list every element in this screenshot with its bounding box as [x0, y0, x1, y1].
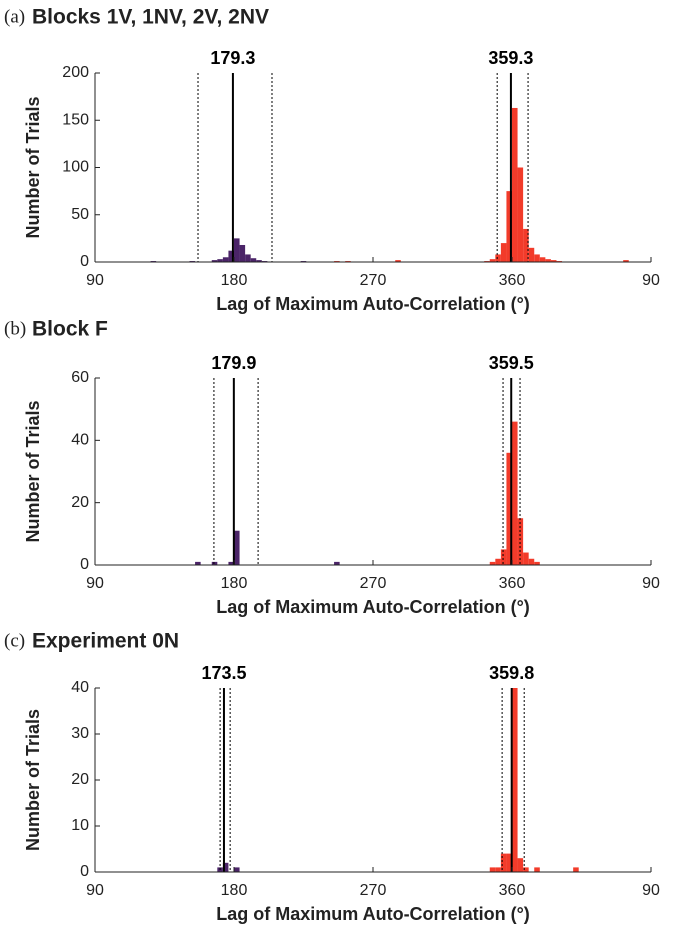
histogram-bar — [528, 558, 535, 565]
histogram-bar — [495, 867, 501, 872]
y-tick-label: 30 — [71, 725, 89, 742]
x-tick-label: 180 — [221, 575, 248, 592]
x-tick-label: 270 — [360, 575, 387, 592]
histogram-bar — [489, 561, 496, 565]
histogram-bar — [489, 867, 496, 872]
panel-label: (b) — [4, 318, 26, 339]
y-tick-label: 0 — [80, 863, 89, 880]
x-tick-label: 90 — [642, 575, 660, 592]
histogram-bar — [222, 862, 229, 872]
histogram-bar — [512, 688, 518, 872]
x-axis-label: Lag of Maximum Auto-Correlation (°) — [216, 597, 530, 617]
mean-label: 359.8 — [489, 663, 534, 683]
histogram-bar — [500, 549, 507, 565]
histogram-bar — [256, 260, 262, 262]
x-tick-label: 180 — [221, 882, 248, 899]
x-axis-label: Lag of Maximum Auto-Correlation (°) — [216, 904, 530, 924]
panel-title: Blocks 1V, 1NV, 2V, 2NV — [32, 6, 269, 29]
histogram-bar — [506, 853, 512, 872]
y-tick-label: 150 — [62, 111, 89, 128]
y-tick-label: 200 — [62, 64, 89, 81]
x-tick-label: 90 — [86, 575, 104, 592]
histogram-bar — [534, 254, 540, 262]
x-tick-label: 90 — [642, 882, 660, 899]
y-tick-label: 100 — [62, 159, 89, 176]
histogram-bar — [217, 259, 223, 262]
histogram-bar — [228, 561, 234, 565]
histogram-bar — [534, 867, 540, 872]
panel-title: Block F — [32, 318, 108, 341]
x-tick-label: 180 — [221, 272, 248, 289]
mean-label: 179.3 — [210, 48, 255, 68]
histogram-bar — [211, 561, 218, 565]
panel-title: Experiment 0N — [32, 630, 179, 653]
histogram-bar — [334, 561, 340, 565]
x-tick-label: 90 — [642, 272, 660, 289]
histogram-bar — [517, 518, 524, 565]
y-tick-label: 10 — [71, 817, 89, 834]
histogram-bar — [222, 257, 229, 262]
histogram-bar — [239, 244, 246, 262]
y-tick-label: 40 — [71, 679, 89, 696]
histogram-bar — [245, 254, 251, 262]
y-tick-label: 20 — [71, 771, 89, 788]
histogram-bar — [500, 243, 507, 262]
histogram-bar — [623, 260, 629, 262]
histogram-bar — [517, 858, 524, 872]
y-axis-label: Number of Trials — [23, 709, 43, 851]
histogram-bar — [550, 260, 557, 262]
x-tick-label: 360 — [499, 882, 526, 899]
histogram-bar — [506, 452, 512, 565]
y-axis-label: Number of Trials — [23, 96, 43, 238]
histogram-bar — [489, 259, 496, 262]
mean-label: 359.3 — [488, 48, 533, 68]
y-tick-label: 40 — [71, 432, 89, 449]
histogram-bar — [512, 421, 518, 565]
y-tick-label: 0 — [80, 556, 89, 573]
y-tick-label: 0 — [80, 253, 89, 270]
x-tick-label: 270 — [360, 272, 387, 289]
y-tick-label: 50 — [71, 206, 89, 223]
x-tick-label: 360 — [499, 575, 526, 592]
histogram-bar — [228, 250, 234, 262]
x-tick-label: 270 — [360, 882, 387, 899]
histogram-bar — [523, 552, 529, 565]
histogram-bar — [539, 257, 546, 262]
panel-label: (c) — [4, 630, 25, 651]
y-tick-label: 60 — [71, 369, 89, 386]
mean-label: 179.9 — [211, 353, 256, 373]
x-axis-label: Lag of Maximum Auto-Correlation (°) — [216, 294, 530, 314]
y-tick-label: 20 — [71, 494, 89, 511]
mean-label: 173.5 — [201, 663, 246, 683]
histogram-bar — [500, 853, 507, 872]
histogram-bar — [195, 561, 201, 565]
x-tick-label: 90 — [86, 882, 104, 899]
histogram-bar — [512, 107, 518, 262]
histogram-bar — [506, 191, 512, 262]
histogram-bar — [523, 867, 529, 872]
histogram-bar — [395, 260, 401, 262]
histogram-bar — [211, 260, 218, 262]
histogram-bar — [545, 259, 551, 262]
histogram-bar — [495, 558, 501, 565]
histogram-bar — [495, 254, 501, 262]
panel-label: (a) — [4, 6, 25, 27]
histogram-bar — [234, 530, 240, 565]
x-tick-label: 90 — [86, 272, 104, 289]
histogram-bar — [234, 867, 240, 872]
histogram-bar — [517, 167, 524, 262]
mean-label: 359.5 — [489, 353, 534, 373]
histogram-bar — [534, 561, 540, 565]
y-axis-label: Number of Trials — [23, 400, 43, 542]
histogram-bar — [573, 867, 579, 872]
histogram-bar — [250, 258, 257, 262]
x-tick-label: 360 — [499, 272, 526, 289]
histogram-bar — [523, 228, 529, 262]
histogram-bar — [528, 247, 535, 262]
histogram-bar — [234, 238, 240, 262]
